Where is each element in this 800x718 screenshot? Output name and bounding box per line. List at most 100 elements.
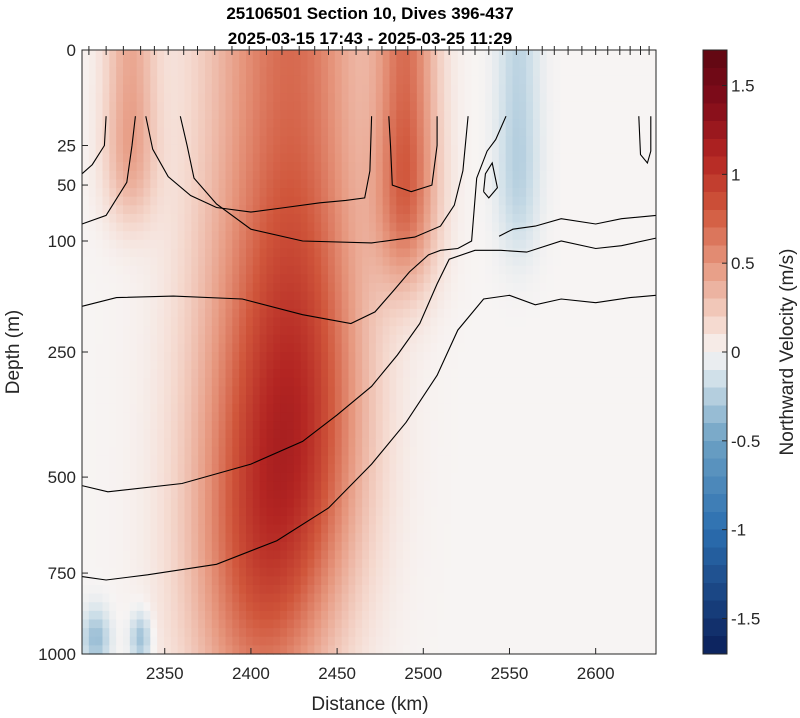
- heatmap-cell: [492, 550, 500, 560]
- heatmap-cell: [526, 58, 534, 68]
- heatmap-cell: [341, 67, 350, 77]
- heatmap-cell: [266, 274, 274, 284]
- heatmap-cell: [410, 628, 418, 638]
- heatmap-cell: [512, 550, 520, 560]
- heatmap-cell: [464, 75, 473, 86]
- heatmap-cell: [198, 119, 206, 129]
- heatmap-cell: [348, 153, 356, 163]
- heatmap-cell: [546, 308, 555, 319]
- heatmap-cell: [410, 93, 418, 103]
- heatmap-cell: [191, 377, 199, 388]
- heatmap-cell: [478, 619, 486, 629]
- heatmap-cell: [300, 93, 309, 103]
- heatmap-cell: [505, 395, 514, 405]
- heatmap-cell: [102, 308, 110, 319]
- heatmap-cell: [341, 645, 350, 655]
- heatmap-cell: [533, 274, 541, 284]
- heatmap-cell: [498, 308, 507, 319]
- heatmap-cell: [512, 93, 520, 103]
- heatmap-cell: [567, 205, 575, 215]
- heatmap-cell: [334, 144, 343, 155]
- heatmap-cell: [471, 231, 479, 241]
- heatmap-cell: [437, 84, 445, 94]
- heatmap-cell: [396, 326, 404, 336]
- heatmap-cell: [512, 188, 520, 198]
- heatmap-cell: [143, 481, 151, 491]
- heatmap-cell: [157, 179, 165, 189]
- heatmap-cell: [246, 222, 254, 232]
- heatmap-cell: [403, 317, 411, 327]
- heatmap-cell: [348, 127, 356, 137]
- heatmap-cell: [307, 619, 315, 629]
- heatmap-cell: [328, 144, 336, 155]
- heatmap-cell: [437, 282, 445, 293]
- heatmap-cell: [430, 127, 438, 137]
- heatmap-cell: [321, 179, 329, 189]
- heatmap-cell: [246, 343, 254, 353]
- heatmap-cell: [512, 67, 520, 77]
- heatmap-cell: [232, 507, 240, 517]
- heatmap-cell: [252, 559, 261, 569]
- heatmap-cell: [560, 455, 568, 465]
- heatmap-cell: [430, 429, 438, 439]
- heatmap-cell: [451, 188, 459, 198]
- heatmap-cell: [437, 119, 445, 129]
- heatmap-cell: [533, 481, 541, 491]
- heatmap-cell: [539, 127, 548, 137]
- heatmap-cell: [375, 524, 384, 534]
- heatmap-cell: [526, 369, 534, 379]
- heatmap-cell: [321, 239, 329, 250]
- heatmap-cell: [273, 481, 281, 491]
- heatmap-cell: [444, 533, 452, 543]
- heatmap-cell: [102, 205, 110, 215]
- heatmap-cell: [102, 567, 110, 577]
- heatmap-cell: [382, 550, 391, 560]
- heatmap-cell: [410, 188, 418, 198]
- heatmap-cell: [157, 50, 165, 60]
- heatmap-cell: [136, 248, 145, 258]
- heatmap-cell: [437, 291, 445, 301]
- heatmap-cell: [102, 507, 110, 517]
- heatmap-cell: [191, 334, 199, 344]
- heatmap-cell: [170, 58, 179, 68]
- heatmap-cell: [512, 300, 520, 310]
- heatmap-cell: [492, 412, 500, 422]
- heatmap-cell: [362, 636, 370, 646]
- heatmap-cell: [375, 498, 384, 508]
- heatmap-cell: [526, 75, 534, 86]
- heatmap-cell: [211, 93, 220, 103]
- heatmap-cell: [382, 593, 391, 603]
- heatmap-cell: [266, 352, 274, 362]
- heatmap-cell: [389, 188, 397, 198]
- heatmap-cell: [116, 170, 124, 181]
- heatmap-cell: [102, 446, 110, 457]
- heatmap-cell: [273, 369, 281, 379]
- heatmap-cell: [457, 58, 466, 68]
- heatmap-cell: [348, 239, 356, 250]
- heatmap-cell: [95, 421, 104, 431]
- heatmap-cell: [225, 576, 233, 586]
- heatmap-cell: [505, 636, 514, 646]
- heatmap-cell: [526, 507, 534, 517]
- heatmap-cell: [498, 628, 507, 638]
- heatmap-cell: [280, 101, 288, 111]
- heatmap-cell: [403, 248, 411, 258]
- heatmap-cell: [478, 213, 486, 224]
- heatmap-cell: [266, 58, 274, 68]
- heatmap-cell: [136, 110, 145, 120]
- heatmap-cell: [225, 472, 233, 483]
- heatmap-cell: [143, 567, 151, 577]
- heatmap-cell: [396, 352, 404, 362]
- heatmap-cell: [485, 274, 493, 284]
- heatmap-cell: [307, 282, 315, 293]
- heatmap-cell: [184, 636, 192, 646]
- heatmap-cell: [129, 282, 138, 293]
- heatmap-cell: [471, 248, 479, 258]
- heatmap-cell: [539, 84, 548, 94]
- heatmap-cell: [505, 455, 514, 465]
- heatmap-cell: [198, 67, 206, 77]
- heatmap-cell: [184, 101, 192, 111]
- heatmap-cell: [348, 93, 356, 103]
- heatmap-cell: [143, 136, 151, 146]
- heatmap-cell: [287, 584, 295, 595]
